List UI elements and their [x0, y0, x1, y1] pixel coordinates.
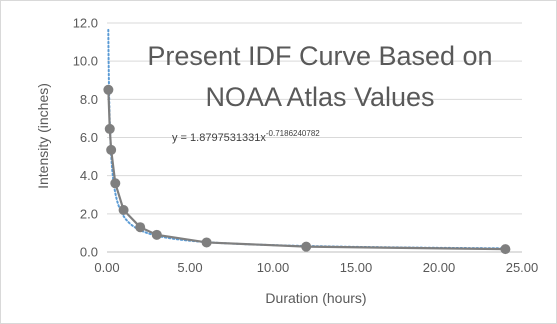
x-tick-label: 10.00: [257, 260, 290, 275]
data-point: [106, 144, 117, 155]
series-line: [107, 89, 506, 251]
data-point: [151, 229, 162, 240]
x-tick-label: 25.00: [506, 260, 539, 275]
data-point: [110, 178, 121, 189]
data-point: [104, 123, 115, 134]
data-point: [500, 244, 511, 255]
y-tick-label: 8.0: [80, 92, 98, 107]
chart-title-line-2: NOAA Atlas Values: [205, 82, 434, 112]
data-point: [103, 84, 114, 95]
y-tick-label: 2.0: [80, 206, 98, 221]
labels: Present IDF Curve Based on NOAA Atlas Va…: [35, 16, 538, 307]
y-tick-label: 6.0: [80, 130, 98, 145]
y-tick-label: 0.0: [80, 245, 98, 260]
data-series: [103, 84, 511, 255]
x-axis-title: Duration (hours): [265, 290, 366, 306]
equation-base: y = 1.8797531331x: [172, 132, 266, 144]
chart-title-line-1: Present IDF Curve Based on: [147, 41, 492, 71]
gridlines: [107, 22, 522, 215]
data-point: [135, 222, 146, 233]
x-tick-label: 15.00: [340, 260, 373, 275]
y-tick-label: 10.0: [73, 54, 98, 69]
data-point: [118, 205, 129, 216]
y-tick-label: 12.0: [73, 16, 98, 31]
trendline-equation: y = 1.8797531331x-0.7186240782: [172, 129, 320, 144]
data-point: [201, 237, 212, 248]
y-tick-label: 4.0: [80, 168, 98, 183]
equation-exponent: -0.7186240782: [266, 129, 320, 138]
x-tick-label: 5.00: [177, 260, 202, 275]
x-tick-label: 20.00: [423, 260, 456, 275]
y-axis-title: Intensity (inches): [35, 83, 51, 189]
x-tick-label: 0.00: [94, 260, 119, 275]
data-point: [301, 241, 312, 252]
